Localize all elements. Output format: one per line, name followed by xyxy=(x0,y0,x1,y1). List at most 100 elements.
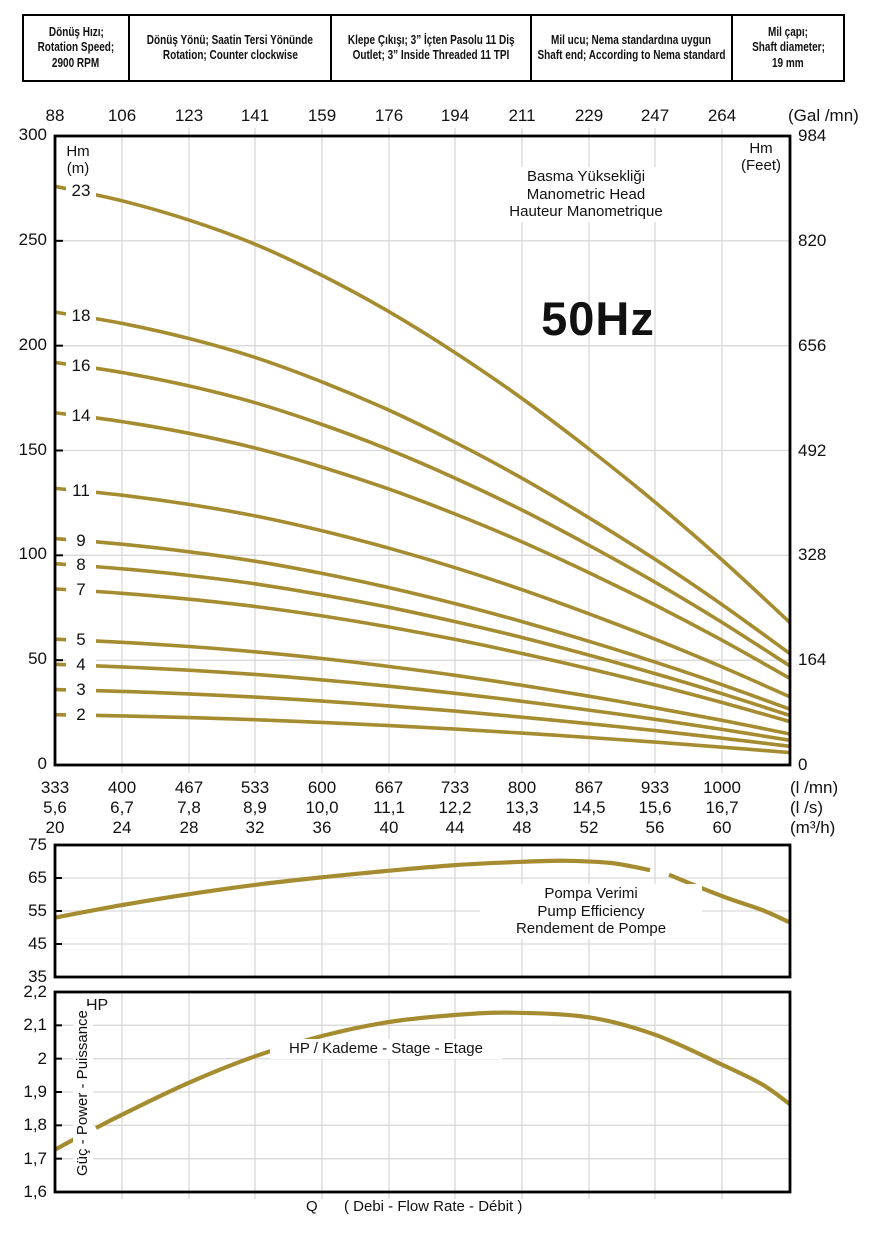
x-tick-bottom-row2: 60 xyxy=(712,818,732,837)
y-tick-head-left: 50 xyxy=(28,649,47,669)
y-tick-power: 1,9 xyxy=(23,1082,47,1101)
efficiency-annotation-line: Pump Efficiency xyxy=(537,902,645,920)
x-tick-bottom-row1: 8,9 xyxy=(243,798,267,817)
x-axis-top-unit: (Gal /mn) xyxy=(788,106,859,125)
stage-label-5: 5 xyxy=(66,631,96,650)
x-tick-top: 194 xyxy=(440,106,470,125)
y-tick-head-right: 492 xyxy=(798,440,827,460)
x-tick-bottom-row1: 5,6 xyxy=(43,798,67,817)
x-tick-bottom-row0: 933 xyxy=(640,778,670,797)
spec-cell-line: Mil çapı; xyxy=(767,24,808,39)
flow-axis-caption: ( Debi - Flow Rate - Débit ) xyxy=(344,1198,523,1215)
x-tick-bottom-row0: 600 xyxy=(307,778,337,797)
x-tick-bottom-row1: 7,8 xyxy=(177,798,201,817)
y-tick-head-right: 656 xyxy=(798,335,827,355)
spec-cell-line: Dönüş Yönü; Saatin Tersi Yönünde xyxy=(146,32,314,47)
spec-cell-line: 19 mm xyxy=(772,55,804,70)
x-tick-top: 264 xyxy=(707,106,737,125)
spec-cell-0: Dönüş Hızı; Rotation Speed; 2900 RPM xyxy=(24,16,130,80)
stage-label-9: 9 xyxy=(66,531,96,550)
x-tick-bottom-row1: 15,6 xyxy=(638,798,672,817)
spec-cell-line: Shaft end; According to Nema standard xyxy=(537,48,726,62)
spec-cell-line: Rotation; Counter clockwise xyxy=(162,48,298,62)
x-tick-bottom-row2: 32 xyxy=(245,818,265,837)
x-tick-bottom-row0: 667 xyxy=(374,778,404,797)
y-tick-head-right: 164 xyxy=(798,650,827,670)
x-tick-bottom-row2: 40 xyxy=(379,818,399,837)
x-tick-bottom-row0: 467 xyxy=(174,778,204,797)
efficiency-annotation: Pompa Verimi Pump Efficiency Rendement d… xyxy=(480,884,702,939)
y-tick-power: 2,2 xyxy=(23,982,47,1001)
x-tick-bottom-row1: 6,7 xyxy=(110,798,134,817)
x-tick-top: 176 xyxy=(374,106,404,125)
x-tick-bottom-row0: 1000 xyxy=(703,778,741,797)
stage-label-18: 18 xyxy=(66,307,96,325)
spec-cell-2: Klepe Çıkışı; 3” İçten Pasolu 11 Diş Outl… xyxy=(332,16,532,80)
y-tick-head-right: 0 xyxy=(798,755,808,774)
x-tick-bottom-row2: 56 xyxy=(645,818,665,837)
x-tick-top: 88 xyxy=(45,106,65,125)
x-tick-bottom-row2: 28 xyxy=(179,818,199,837)
spec-cell-line: Rotation Speed; xyxy=(37,40,115,55)
x-tick-bottom-row0: 733 xyxy=(440,778,470,797)
x-tick-top: 159 xyxy=(307,106,337,125)
stage-label-8: 8 xyxy=(66,556,96,575)
head-chart-title-line: Manometric Head xyxy=(526,185,646,203)
y-tick-head-right: 328 xyxy=(798,545,827,565)
right-axis-unit-line: Hm xyxy=(749,140,773,157)
x-tick-bottom-row1: 12,2 xyxy=(438,798,472,817)
stage-label-7: 7 xyxy=(66,581,96,600)
x-tick-bottom-row2: 52 xyxy=(579,818,599,837)
x-tick-bottom-row2: 20 xyxy=(45,818,65,837)
y-tick-power: 1,8 xyxy=(23,1115,47,1135)
x-tick-top: 141 xyxy=(240,106,270,125)
x-tick-bottom-row2: 36 xyxy=(312,818,332,837)
left-axis-unit-line: (m) xyxy=(66,160,90,177)
y-tick-efficiency: 75 xyxy=(28,835,47,854)
x-tick-bottom-row0: 333 xyxy=(40,778,70,797)
x-axis-bottom-unit-row0: (l /mn) xyxy=(790,778,839,797)
x-tick-bottom-row2: 48 xyxy=(512,818,532,837)
stage-label-23: 23 xyxy=(66,182,96,201)
x-axis-bottom-unit-row1: (l /s) xyxy=(790,798,824,817)
x-tick-bottom-row2: 44 xyxy=(445,818,465,837)
right-axis-unit-label: Hm (Feet) xyxy=(733,140,789,174)
x-tick-top: 123 xyxy=(174,106,204,125)
y-tick-efficiency: 35 xyxy=(28,967,47,986)
left-axis-unit-line: Hm xyxy=(66,143,90,160)
y-tick-head-left: 300 xyxy=(18,125,47,144)
x-tick-bottom-row1: 14,5 xyxy=(572,798,606,817)
spec-cell-3: Mil ucu; Nema standardına uygun Shaft end… xyxy=(532,16,733,80)
spec-cell-1: Dönüş Yönü; Saatin Tersi Yönünde Rotation… xyxy=(130,16,332,80)
x-tick-bottom-row0: 533 xyxy=(240,778,270,797)
y-tick-efficiency: 45 xyxy=(28,934,47,953)
right-axis-unit-line: (Feet) xyxy=(740,157,781,174)
head-chart-title-line: Hauteur Manometrique xyxy=(509,203,663,220)
stage-label-16: 16 xyxy=(66,356,96,375)
spec-cell-line: 2900 RPM xyxy=(52,55,100,70)
spec-cell-line: Klepe Çıkışı; 3” İçten Pasolu 11 Diş xyxy=(347,32,515,47)
frequency-badge: 50Hz xyxy=(541,292,655,345)
stage-label-11: 11 xyxy=(66,481,96,500)
spec-cell-line: Mil ucu; Nema standardına uygun xyxy=(551,32,712,47)
x-tick-bottom-row1: 16,7 xyxy=(705,798,739,817)
y-tick-head-left: 200 xyxy=(18,334,47,354)
left-axis-unit-label: Hm (m) xyxy=(56,143,100,177)
y-tick-efficiency: 55 xyxy=(28,901,47,920)
flow-axis-symbol: Q xyxy=(306,1198,318,1215)
y-tick-power: 1,7 xyxy=(23,1148,47,1168)
x-tick-bottom-row1: 13,3 xyxy=(505,798,539,817)
spec-cell-4: Mil çapı; Shaft diameter; 19 mm xyxy=(733,16,843,80)
y-tick-power: 1,6 xyxy=(23,1182,47,1201)
x-tick-bottom-row0: 867 xyxy=(574,778,604,797)
efficiency-annotation-line: Rendement de Pompe xyxy=(515,920,667,937)
spec-cell-line: Dönüş Hızı; xyxy=(48,24,104,39)
head-chart-title-line: Basma Yüksekliği xyxy=(526,168,646,185)
x-tick-bottom-row1: 10,0 xyxy=(305,798,339,817)
stage-label-4: 4 xyxy=(66,656,96,675)
x-tick-bottom-row0: 400 xyxy=(107,778,137,797)
y-tick-power: 2,1 xyxy=(23,1015,47,1035)
x-tick-top: 106 xyxy=(107,106,137,125)
spec-header-table: Dönüş Hızı; Rotation Speed; 2900 RPM Dönüş … xyxy=(22,14,845,82)
